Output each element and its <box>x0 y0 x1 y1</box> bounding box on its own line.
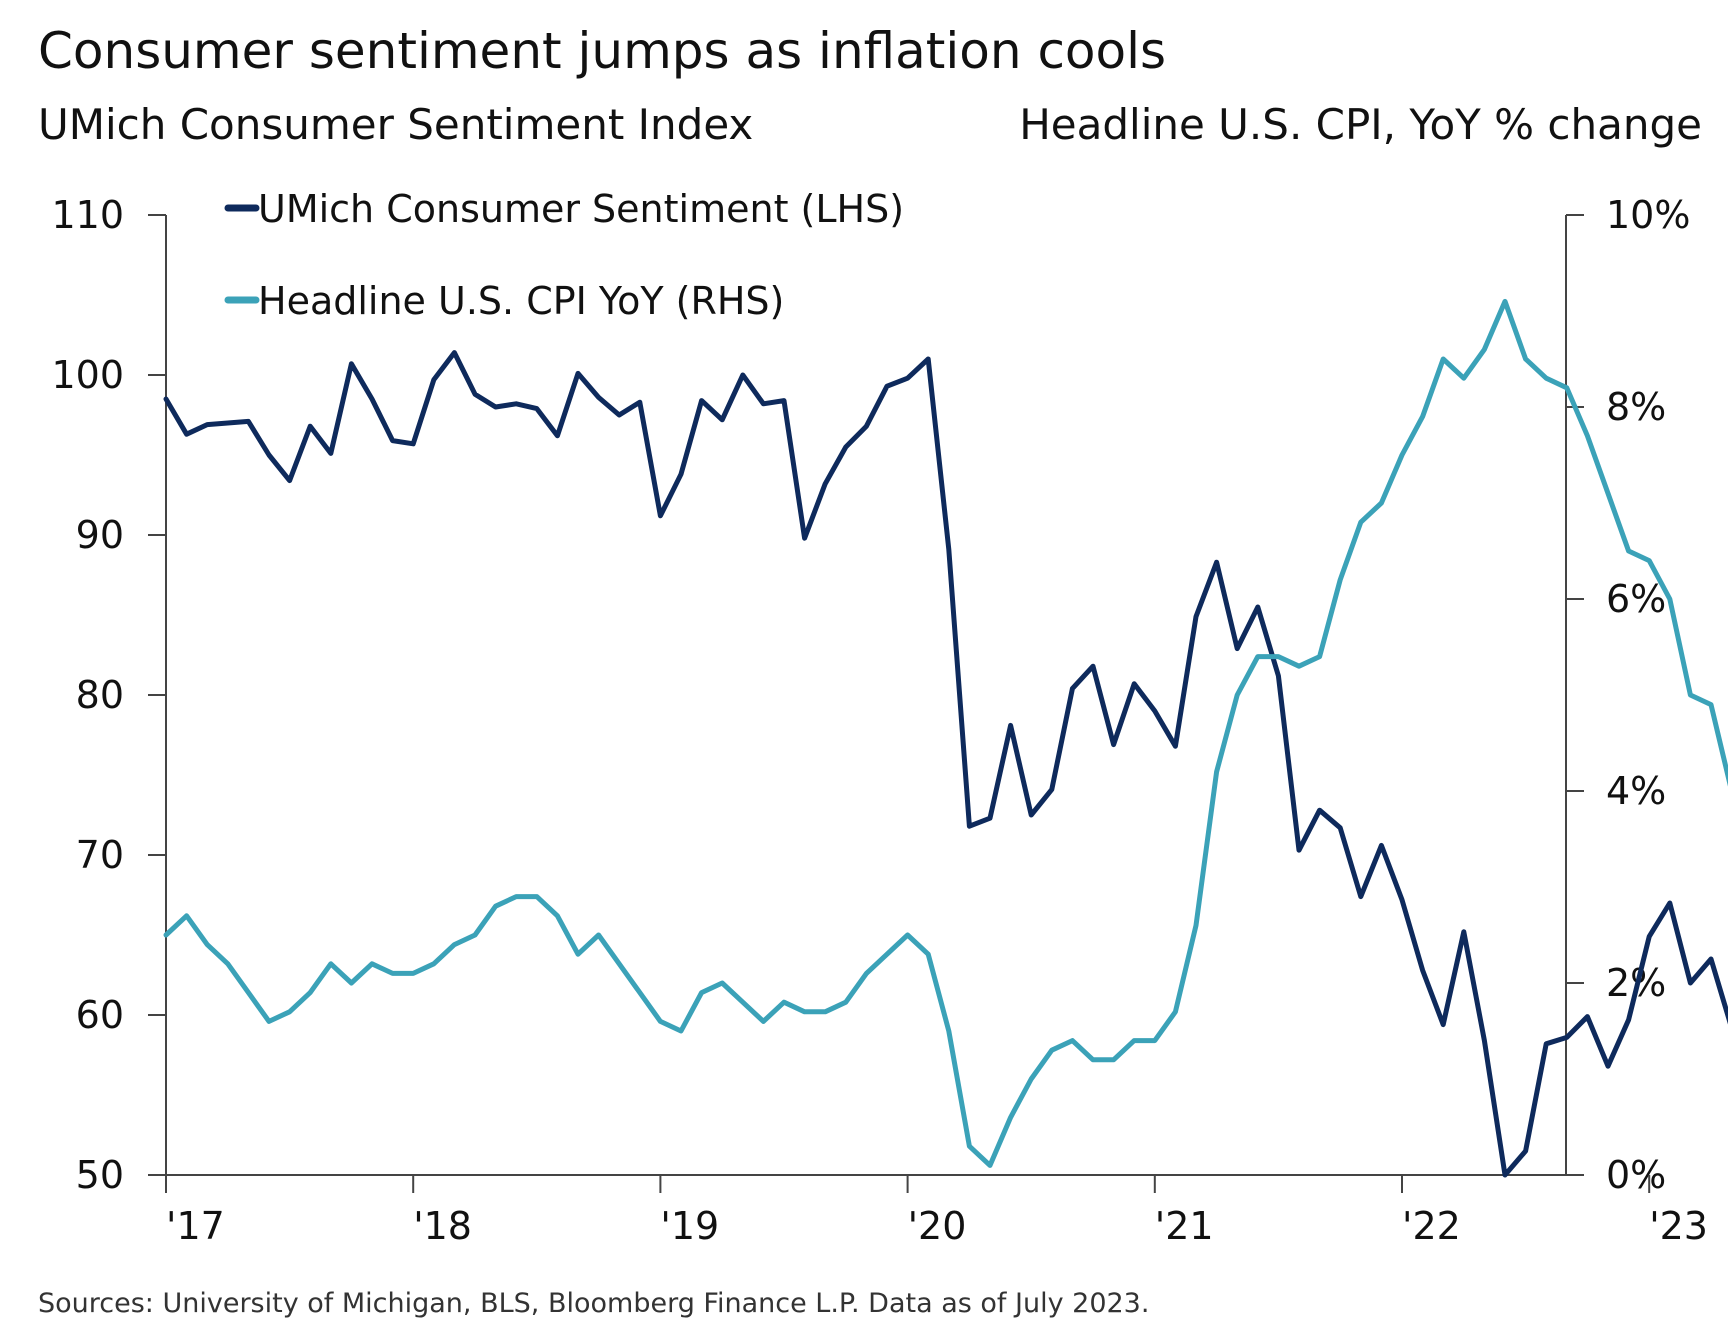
x-tick-label: '21 <box>1155 1204 1214 1248</box>
left-tick-label: 110 <box>51 193 124 237</box>
left-tick-label: 70 <box>76 833 124 877</box>
right-tick-label: 4% <box>1606 769 1666 813</box>
left-tick-label: 100 <box>51 353 124 397</box>
left-axis-title: UMich Consumer Sentiment Index <box>38 100 754 149</box>
right-axis-title: Headline U.S. CPI, YoY % change <box>1019 100 1702 149</box>
source-note: Sources: University of Michigan, BLS, Bl… <box>38 1288 1150 1319</box>
series-line-cpi <box>163 298 1728 1168</box>
right-tick-label: 6% <box>1606 577 1666 621</box>
left-tick-label: 50 <box>76 1153 124 1197</box>
left-tick-label: 90 <box>76 513 124 557</box>
x-tick-label: '23 <box>1649 1204 1708 1248</box>
left-tick-label: 60 <box>76 993 124 1037</box>
x-tick-label: '18 <box>413 1204 472 1248</box>
legend-label-sentiment: UMich Consumer Sentiment (LHS) <box>258 187 904 231</box>
x-tick-label: '20 <box>908 1204 967 1248</box>
x-tick-label: '22 <box>1402 1204 1461 1248</box>
series-line-sentiment <box>163 350 1728 1178</box>
legend: UMich Consumer Sentiment (LHS) Headline … <box>224 187 904 323</box>
x-tick-label: '19 <box>660 1204 719 1248</box>
chart-axes: 50607080901001100%2%4%6%8%10%'17'18'19'2… <box>51 193 1708 1248</box>
legend-label-cpi: Headline U.S. CPI YoY (RHS) <box>258 279 784 323</box>
left-tick-label: 80 <box>76 673 124 717</box>
right-tick-label: 0% <box>1606 1153 1666 1197</box>
series-layer <box>163 298 1728 1178</box>
x-tick-label: '17 <box>166 1204 225 1248</box>
chart-title: Consumer sentiment jumps as inflation co… <box>38 22 1167 80</box>
right-tick-label: 10% <box>1606 193 1690 237</box>
right-tick-label: 8% <box>1606 385 1666 429</box>
